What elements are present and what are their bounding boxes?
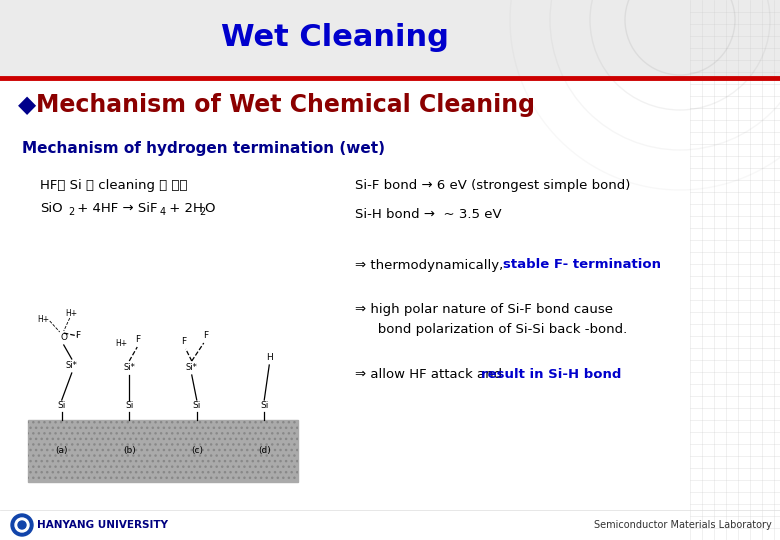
- Text: Si*: Si*: [66, 361, 78, 370]
- Text: Si: Si: [260, 402, 268, 410]
- Text: Si-F bond → 6 eV (strongest simple bond): Si-F bond → 6 eV (strongest simple bond): [355, 179, 630, 192]
- Text: O: O: [204, 201, 215, 214]
- Bar: [28, 420, 298, 482]
- Text: .: .: [594, 368, 598, 381]
- Text: ◆: ◆: [18, 93, 36, 117]
- Text: ⇒ high polar nature of Si-F bond cause: ⇒ high polar nature of Si-F bond cause: [355, 303, 613, 316]
- Text: H+: H+: [37, 315, 50, 325]
- Text: H+: H+: [66, 309, 78, 319]
- Text: Si*: Si*: [123, 363, 135, 373]
- Bar: [28, 420, 298, 482]
- Text: H: H: [266, 354, 273, 362]
- Bar: [0, 0, 780, 78]
- Text: result in Si-H bond: result in Si-H bond: [481, 368, 622, 381]
- Text: Si-H bond →  ~ 3.5 eV: Si-H bond → ~ 3.5 eV: [355, 208, 502, 221]
- Text: (c): (c): [191, 447, 203, 456]
- Text: H+: H+: [115, 340, 127, 348]
- Text: stable F- termination: stable F- termination: [503, 259, 661, 272]
- Text: Si: Si: [125, 402, 133, 410]
- Text: SiO: SiO: [40, 201, 62, 214]
- Text: 2: 2: [199, 207, 205, 217]
- Text: HANYANG UNIVERSITY: HANYANG UNIVERSITY: [37, 520, 168, 530]
- Text: Si: Si: [193, 402, 201, 410]
- Text: (a): (a): [55, 447, 68, 456]
- Text: ⇒ thermodynamically,: ⇒ thermodynamically,: [355, 259, 508, 272]
- Text: F: F: [203, 332, 208, 341]
- Text: Semiconductor Materials Laboratory: Semiconductor Materials Laboratory: [594, 520, 772, 530]
- Text: 4: 4: [160, 207, 166, 217]
- Circle shape: [18, 521, 26, 529]
- Text: bond polarization of Si-Si back -bond.: bond polarization of Si-Si back -bond.: [365, 323, 627, 336]
- Text: O: O: [60, 334, 67, 342]
- Text: 2: 2: [68, 207, 74, 217]
- Text: HF로 Si 를 cleaning 할 경우: HF로 Si 를 cleaning 할 경우: [40, 179, 187, 192]
- Circle shape: [11, 514, 33, 536]
- Text: Si*: Si*: [186, 363, 197, 373]
- Text: F: F: [181, 338, 186, 347]
- Text: ⇒ allow HF attack and: ⇒ allow HF attack and: [355, 368, 506, 381]
- Text: F: F: [75, 332, 80, 341]
- Text: + 4HF → SiF: + 4HF → SiF: [73, 201, 158, 214]
- Text: Si: Si: [58, 402, 66, 410]
- Text: (d): (d): [258, 447, 271, 456]
- Circle shape: [15, 518, 29, 532]
- Text: F: F: [135, 335, 140, 345]
- Text: (b): (b): [123, 447, 136, 456]
- Text: + 2H: + 2H: [165, 201, 203, 214]
- Text: Wet Cleaning: Wet Cleaning: [222, 24, 449, 52]
- Text: Mechanism of Wet Chemical Cleaning: Mechanism of Wet Chemical Cleaning: [36, 93, 535, 117]
- Text: Mechanism of hydrogen termination (wet): Mechanism of hydrogen termination (wet): [22, 140, 385, 156]
